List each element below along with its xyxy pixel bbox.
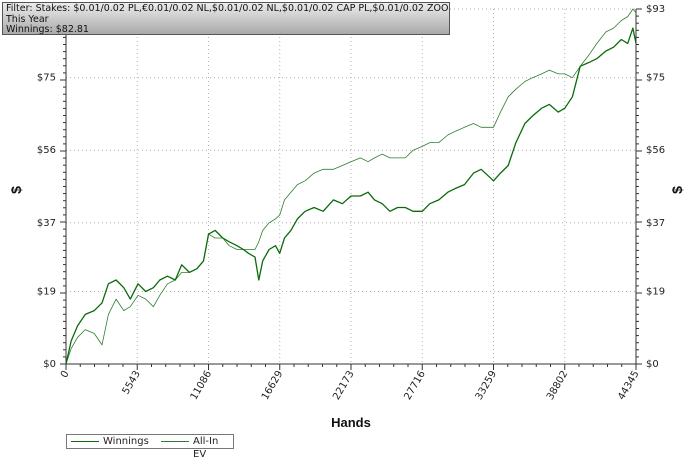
x-tick-label: 5543 [121,369,143,397]
series-layer [65,8,637,365]
filter-text: Filter: Stakes: $0.01/0.02 PL,€0.01/0.02… [6,3,450,14]
series-line-winnings [65,27,637,365]
legend-swatch-allin-ev [161,441,189,442]
y-axis-label-left: $ [8,186,24,194]
x-tick-label: 38802 [545,369,570,402]
series-line-allin-ev [65,8,637,365]
y-tick-label-left: $56 [37,145,56,156]
winnings-text: Winnings: $82.81 [6,24,89,35]
x-axis-label: Hands [331,415,371,430]
y-tick-label-right: $75 [646,73,665,84]
grid-layer [65,8,637,365]
legend: Winnings All-In EV [66,434,234,460]
y-tick-label-left: $19 [37,286,56,297]
legend-swatch-winnings [71,441,99,442]
filter-info-box: Filter: Stakes: $0.01/0.02 PL,€0.01/0.02… [2,2,450,35]
axis-layer [60,8,642,370]
y-tick-label-left: $75 [37,73,56,84]
y-tick-label-right: $93 [646,4,665,15]
y-axis-label-right: $ [669,186,685,194]
period-text: This Year [6,13,49,25]
y-tick-label-right: $0 [646,359,659,370]
x-tick-label: 16629 [260,369,285,402]
x-tick-label: 27716 [402,369,427,402]
y-tick-label-right: $56 [646,145,665,156]
y-tick-label-left: $0 [43,359,56,370]
tick-label-layer: $0$0$19$19$37$37$56$56$75$75$93$93055431… [37,4,665,402]
legend-label-allin-ev: All-In EV [193,436,219,460]
legend-label-winnings: Winnings [103,436,149,447]
x-tick-label: 22173 [331,369,356,402]
y-tick-label-right: $37 [646,218,665,229]
x-tick-label: 33259 [474,369,499,402]
x-tick-label: 0 [59,369,72,380]
y-tick-label-left: $37 [37,218,56,229]
x-tick-label: 44345 [616,369,641,402]
x-tick-label: 11086 [189,369,214,402]
y-tick-label-right: $19 [646,286,665,297]
